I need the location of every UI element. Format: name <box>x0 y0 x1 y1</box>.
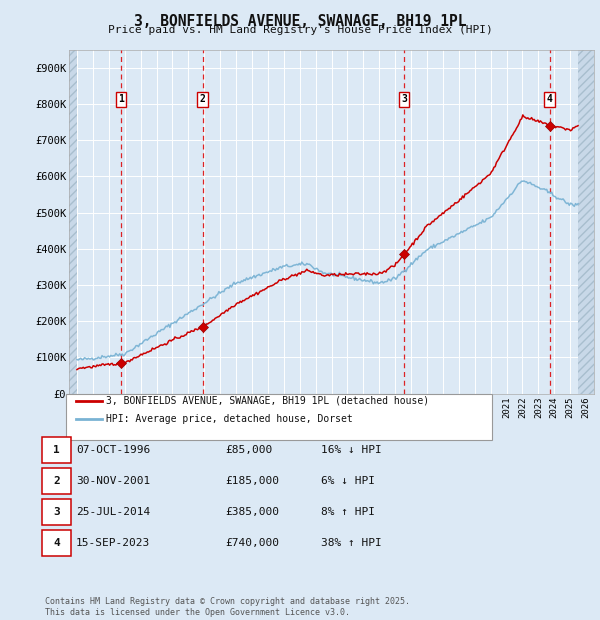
Text: 30-NOV-2001: 30-NOV-2001 <box>76 476 151 486</box>
Text: 4: 4 <box>53 538 60 548</box>
Text: 2: 2 <box>53 476 60 486</box>
Text: 16% ↓ HPI: 16% ↓ HPI <box>321 445 382 455</box>
Bar <box>69 50 77 394</box>
Text: 3, BONFIELDS AVENUE, SWANAGE, BH19 1PL (detached house): 3, BONFIELDS AVENUE, SWANAGE, BH19 1PL (… <box>106 396 430 405</box>
Text: 1: 1 <box>53 445 60 455</box>
Text: 4: 4 <box>547 94 553 105</box>
Text: HPI: Average price, detached house, Dorset: HPI: Average price, detached house, Dors… <box>106 414 353 424</box>
Text: £740,000: £740,000 <box>225 538 279 548</box>
Text: 3: 3 <box>401 94 407 105</box>
Text: £385,000: £385,000 <box>225 507 279 517</box>
Text: 2: 2 <box>200 94 206 105</box>
Text: 07-OCT-1996: 07-OCT-1996 <box>76 445 151 455</box>
Text: 15-SEP-2023: 15-SEP-2023 <box>76 538 151 548</box>
Text: 25-JUL-2014: 25-JUL-2014 <box>76 507 151 517</box>
Text: 38% ↑ HPI: 38% ↑ HPI <box>321 538 382 548</box>
Text: 1: 1 <box>118 94 124 105</box>
Text: 8% ↑ HPI: 8% ↑ HPI <box>321 507 375 517</box>
Text: 6% ↓ HPI: 6% ↓ HPI <box>321 476 375 486</box>
Text: 3: 3 <box>53 507 60 517</box>
Text: 3, BONFIELDS AVENUE, SWANAGE, BH19 1PL: 3, BONFIELDS AVENUE, SWANAGE, BH19 1PL <box>134 14 466 29</box>
Bar <box>578 50 594 394</box>
Text: £185,000: £185,000 <box>225 476 279 486</box>
Text: Price paid vs. HM Land Registry's House Price Index (HPI): Price paid vs. HM Land Registry's House … <box>107 25 493 35</box>
Text: £85,000: £85,000 <box>225 445 272 455</box>
Text: Contains HM Land Registry data © Crown copyright and database right 2025.
This d: Contains HM Land Registry data © Crown c… <box>45 598 410 617</box>
